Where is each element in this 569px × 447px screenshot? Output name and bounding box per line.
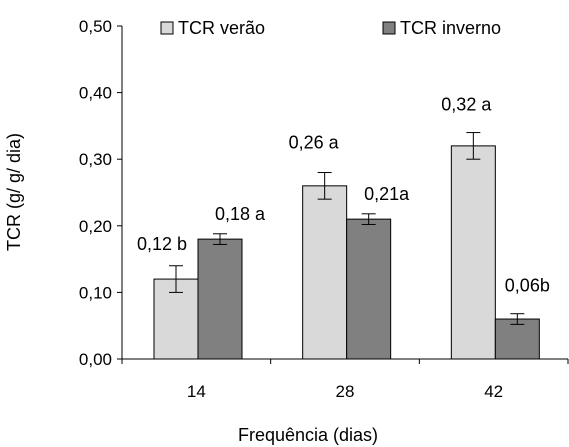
data-label: 0,12 b [137, 234, 187, 254]
data-label: 0,32 a [441, 95, 492, 115]
y-tick-label: 0,00 [79, 350, 112, 369]
y-axis-title: TCR (g/ g/ dia) [4, 133, 24, 251]
data-label: 0,21a [364, 184, 410, 204]
data-label: 0,18 a [215, 204, 266, 224]
x-tick-label: 14 [187, 382, 206, 401]
data-label: 0,26 a [289, 133, 340, 153]
legend-label: TCR verão [178, 18, 265, 38]
bar-verao [302, 185, 348, 360]
y-tick-label: 0,20 [79, 217, 112, 236]
x-tick-label: 28 [336, 382, 355, 401]
bar-inverno [346, 218, 392, 360]
y-tick-label: 0,50 [79, 17, 112, 36]
bar-inverno [197, 238, 243, 360]
chart-bars [153, 132, 540, 360]
y-tick-label: 0,30 [79, 150, 112, 169]
chart-legend: TCR verão TCR inverno [160, 18, 501, 38]
x-tick-label: 42 [484, 382, 503, 401]
bar-verao [450, 145, 496, 360]
x-axis-title: Frequência (dias) [238, 425, 378, 445]
y-tick-label: 0,10 [79, 283, 112, 302]
legend-swatch [160, 21, 174, 35]
y-tick-label: 0,40 [79, 84, 112, 103]
bar-inverno [494, 318, 540, 360]
chart-data-labels: 0,12 b 0,26 a 0,32 a 0,18 a 0,21a 0,06b [137, 95, 550, 296]
legend-label: TCR inverno [400, 18, 501, 38]
legend-swatch [382, 21, 396, 35]
chart-axes: 0,00 0,10 0,20 0,30 0,40 0,50 14 28 42 [79, 17, 569, 401]
data-label: 0,06b [505, 276, 550, 296]
